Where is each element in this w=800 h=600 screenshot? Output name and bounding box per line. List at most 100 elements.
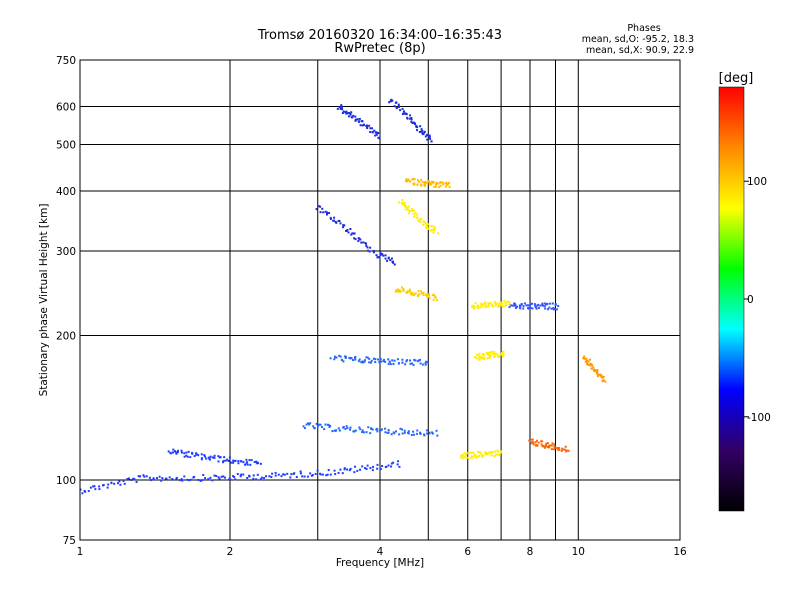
data-point: [416, 429, 419, 432]
data-point: [145, 475, 148, 478]
data-point: [233, 475, 236, 478]
data-point: [410, 120, 413, 123]
data-point: [171, 478, 174, 481]
data-point: [327, 469, 330, 472]
data-point: [338, 106, 341, 109]
data-point: [555, 446, 558, 449]
data-point: [98, 485, 101, 488]
data-point: [169, 452, 172, 455]
data-point: [422, 132, 425, 135]
data-point: [394, 290, 397, 293]
data-point: [525, 304, 528, 307]
data-point: [428, 183, 431, 186]
data-point: [389, 100, 392, 103]
data-point: [358, 117, 361, 120]
data-point: [213, 474, 216, 477]
data-point: [403, 201, 406, 204]
data-point: [200, 458, 203, 461]
data-point: [268, 475, 271, 478]
data-point: [301, 475, 304, 478]
data-point: [306, 475, 309, 478]
data-point: [369, 246, 372, 249]
data-point: [378, 429, 381, 432]
data-point: [432, 229, 435, 232]
data-point: [365, 244, 368, 247]
data-point: [250, 459, 253, 462]
data-point: [470, 455, 473, 458]
data-point: [344, 111, 347, 114]
data-point: [189, 456, 192, 459]
data-point: [501, 352, 504, 355]
data-point: [354, 356, 357, 359]
data-point: [92, 485, 95, 488]
data-point: [508, 306, 511, 309]
data-point: [335, 429, 338, 432]
data-point: [477, 451, 480, 454]
data-point: [326, 211, 329, 214]
data-point: [488, 303, 491, 306]
data-point: [176, 451, 179, 454]
data-point: [412, 363, 415, 366]
data-point: [476, 304, 479, 307]
data-point: [347, 111, 350, 114]
data-point: [369, 466, 372, 469]
data-point: [420, 130, 423, 133]
data-point: [183, 475, 186, 478]
data-point: [397, 460, 400, 463]
data-point: [422, 293, 425, 296]
data-point: [420, 217, 423, 220]
data-point: [188, 479, 191, 482]
data-point: [283, 473, 286, 476]
data-point: [401, 107, 404, 110]
data-point: [211, 479, 214, 482]
data-point: [589, 358, 592, 361]
data-point: [180, 449, 183, 452]
data-point: [445, 183, 448, 186]
data-point: [417, 220, 420, 223]
data-point: [292, 472, 295, 475]
data-point: [217, 476, 220, 479]
data-point: [405, 292, 408, 295]
data-point: [471, 305, 474, 308]
data-point: [415, 432, 418, 435]
data-point: [377, 136, 380, 139]
data-point: [333, 358, 336, 361]
data-point: [425, 293, 428, 296]
data-point: [587, 360, 590, 363]
data-point: [324, 210, 327, 213]
data-point: [541, 444, 544, 447]
data-point: [448, 185, 451, 188]
data-point: [245, 462, 248, 465]
x-axis-ticks: 1 2 4 6 8 10 16: [77, 546, 687, 558]
data-point: [396, 358, 399, 361]
data-point: [435, 299, 438, 302]
data-point: [499, 353, 502, 356]
data-point: [523, 302, 526, 305]
data-point: [311, 474, 314, 477]
data-point: [348, 469, 351, 472]
data-point: [102, 483, 105, 486]
data-point: [413, 358, 416, 361]
data-point: [401, 199, 404, 202]
data-point: [373, 129, 376, 132]
data-point: [348, 356, 351, 359]
data-point: [532, 441, 535, 444]
data-point: [473, 306, 476, 309]
data-point: [222, 461, 225, 464]
data-point: [290, 473, 293, 476]
data-point: [410, 118, 413, 121]
data-point: [414, 292, 417, 295]
data-point: [439, 184, 442, 187]
data-point: [389, 259, 392, 262]
data-point: [482, 353, 485, 356]
data-point: [484, 302, 487, 305]
data-point: [426, 138, 429, 141]
data-point: [407, 430, 410, 433]
data-point: [500, 301, 503, 304]
data-point: [426, 295, 429, 298]
data-point: [487, 353, 490, 356]
data-point: [502, 305, 505, 308]
data-point: [478, 454, 481, 457]
data-point: [340, 105, 343, 108]
data-point: [433, 294, 436, 297]
